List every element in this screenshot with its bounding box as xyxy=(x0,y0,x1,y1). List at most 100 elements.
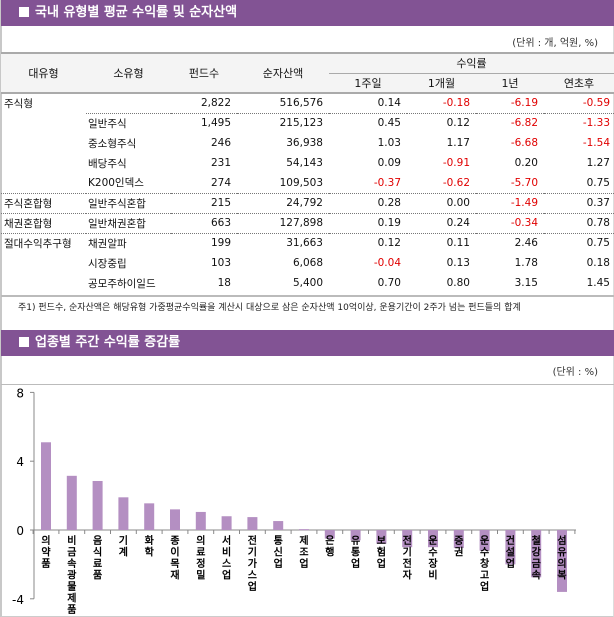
bar-음식료품 xyxy=(92,480,103,530)
table-row: 채권혼합형 일반채권혼합 663 127,898 0.19 0.24 -0.34 0.78 xyxy=(1,212,614,233)
section-title-sector-returns: 업종별 주간 수익률 증감률 xyxy=(1,330,614,356)
cell-minor-type: 시장중립 xyxy=(88,257,127,270)
bar-섬유의복 xyxy=(557,530,567,592)
cell-minor-type: K200인덱스 xyxy=(88,177,144,190)
cell-1year: -0.34 xyxy=(476,212,544,233)
bar-유통업 xyxy=(350,530,361,541)
header-1month: 1개월 xyxy=(407,73,476,93)
cell-ytd: -1.54 xyxy=(582,137,610,149)
section-title-text: 국내 유형별 평균 수익률 및 순자산액 xyxy=(35,5,238,20)
cell-major-type xyxy=(1,273,86,293)
cell-1month: -0.91 xyxy=(442,157,470,169)
cell-fund-count: 231 xyxy=(210,157,231,169)
cell-fund-count: 246 xyxy=(210,137,231,149)
table-row: 주식혼합형 일반주식혼합 215 24,792 0.28 0.00 -1.49 0.37 xyxy=(1,192,614,213)
cell-major-type xyxy=(1,253,86,273)
cell-1year: -1.49 xyxy=(476,192,544,213)
square-bullet-icon xyxy=(19,337,29,347)
bar-의약품 xyxy=(41,442,51,530)
cell-1week: 0.14 xyxy=(377,97,401,110)
cell-ytd: 0.18 xyxy=(586,257,610,269)
cell-net-assets: 31,663 xyxy=(237,232,329,253)
cell-fund-count: 215 xyxy=(171,192,237,213)
cell-1year: 1.78 xyxy=(514,257,538,269)
section-title-fund-returns: 국내 유형별 평균 수익률 및 순자산액 xyxy=(1,0,614,26)
cell-ytd: 1.27 xyxy=(586,157,610,169)
cell-1month: -0.18 xyxy=(442,97,470,110)
y-tick-label: 0 xyxy=(16,524,24,538)
cell-1week: 0.45 xyxy=(329,112,407,133)
bar-철강금속 xyxy=(531,530,542,578)
cell-ytd: 0.78 xyxy=(544,212,614,233)
cell-net-assets: 5,400 xyxy=(292,277,323,289)
table-bottom-border xyxy=(1,295,614,297)
cell-fund-count: 18 xyxy=(217,277,231,289)
cell-minor-type: 중소형주식 xyxy=(88,137,137,150)
table-row: 배당주식 231 54,143 0.09 -0.91 0.20 1.27 xyxy=(1,153,614,173)
cell-major-type: 주식혼합형 xyxy=(1,192,86,213)
table-row: K200인덱스 274 109,503 -0.37 -0.62 -5.70 0.75 xyxy=(1,173,614,193)
cell-net-assets: 127,898 xyxy=(237,212,329,233)
unit-label: (단위 : %) xyxy=(552,367,598,378)
bar-제조업 xyxy=(299,529,309,531)
cell-net-assets: 109,503 xyxy=(279,176,323,189)
header-ytd: 연초후 xyxy=(544,73,614,93)
cell-ytd: 0.75 xyxy=(544,232,614,253)
cell-minor-type: 일반주식 xyxy=(86,112,171,133)
cell-1month: 0.80 xyxy=(446,277,470,289)
bar-화학 xyxy=(144,503,155,530)
cell-minor-type: 배당주식 xyxy=(88,157,127,170)
cell-1week: 0.70 xyxy=(377,277,401,289)
table-row: 공모주하이일드 18 5,400 0.70 0.80 3.15 1.45 xyxy=(1,273,614,293)
cell-1year: -6.82 xyxy=(476,112,544,133)
cell-minor-type: 공모주하이일드 xyxy=(88,277,156,290)
table-row: 주식형 2,822 516,576 0.14 -0.18 -6.19 -0.59 xyxy=(1,93,614,113)
y-tick-label: 8 xyxy=(16,386,24,400)
cell-1month: 0.11 xyxy=(407,232,476,253)
cell-net-assets: 24,792 xyxy=(237,192,329,213)
cell-fund-count: 199 xyxy=(171,232,237,253)
header-minor-type: 소유형 xyxy=(86,53,171,94)
bar-의료정밀 xyxy=(195,511,206,530)
table-row: 일반주식 1,495 215,123 0.45 0.12 -6.82 -1.33 xyxy=(1,112,614,133)
bar-비금속광물제품 xyxy=(66,475,77,530)
sector-returns-chart: 8 4 0 -4 의 약 품 비 금 속 광 물 제 품 음 식 료 품 기 계 화 학 종 이 목 재 의 료 정 밀 서 비 스 업 전 기 가 스 업… xyxy=(12,386,576,616)
table-row: 시장중립 103 6,068 -0.04 0.13 1.78 0.18 xyxy=(1,253,614,273)
bar-종이목재 xyxy=(170,509,180,530)
table-row: 중소형주식 246 36,938 1.03 1.17 -6.68 -1.54 xyxy=(1,133,614,153)
cell-minor-type xyxy=(86,93,171,113)
square-bullet-icon xyxy=(19,7,29,17)
cell-fund-count: 1,495 xyxy=(171,112,237,133)
cell-ytd: 1.45 xyxy=(586,277,610,289)
cell-1year: 3.15 xyxy=(514,277,538,289)
cell-1week: 0.28 xyxy=(329,192,407,213)
cell-major-type: 절대수익추구형 xyxy=(1,232,86,253)
cell-1month: 0.00 xyxy=(407,192,476,213)
cell-net-assets: 54,143 xyxy=(286,157,323,169)
bar-전기전자 xyxy=(402,530,413,548)
cell-fund-count: 2,822 xyxy=(200,97,231,110)
cell-1month: 1.17 xyxy=(446,137,470,149)
cell-1year: -6.68 xyxy=(510,137,538,149)
cell-1week: -0.04 xyxy=(373,257,401,269)
chart-top-border xyxy=(1,384,614,385)
cell-major-type: 채권혼합형 xyxy=(1,212,86,233)
cell-1week: -0.37 xyxy=(373,176,401,189)
cell-ytd: -1.33 xyxy=(544,112,614,133)
header-fund-count: 펀드수 xyxy=(171,53,237,94)
cell-1month: 0.12 xyxy=(407,112,476,133)
cell-ytd: -0.59 xyxy=(582,97,610,110)
cell-major-type xyxy=(1,113,86,133)
cell-1month: 0.13 xyxy=(446,257,470,269)
